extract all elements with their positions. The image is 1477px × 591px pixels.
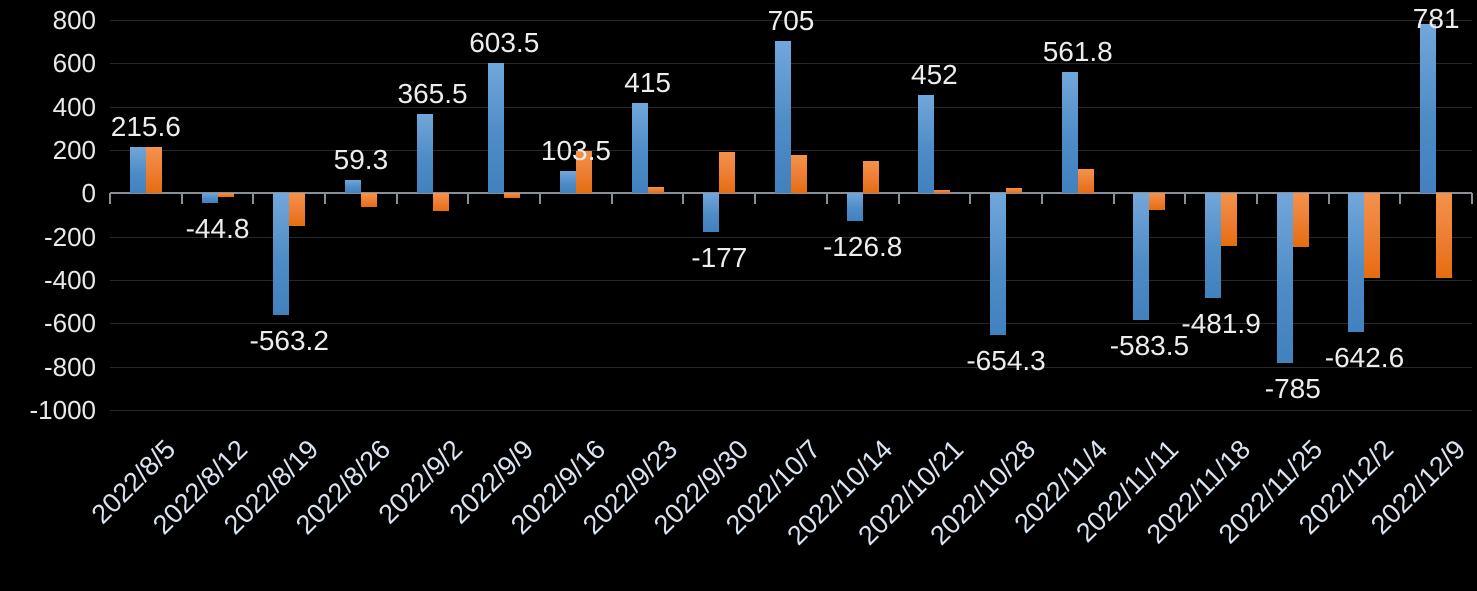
blue-bar — [631, 103, 648, 194]
data-label: 781 — [1412, 3, 1460, 34]
y-axis-tick-label: 600 — [52, 48, 96, 79]
x-axis-tick — [1040, 193, 1043, 205]
orange-bar — [1077, 169, 1094, 194]
gridline — [110, 20, 1472, 22]
x-axis-tick — [395, 193, 398, 205]
orange-bar — [862, 160, 879, 194]
blue-bar — [1276, 193, 1293, 364]
blue-bar — [344, 180, 361, 194]
x-axis-tick — [1399, 193, 1402, 205]
orange-bar — [719, 152, 736, 194]
data-label: -654.3 — [966, 344, 1046, 376]
orange-bar — [575, 151, 592, 194]
y-axis-tick-label: 0 — [81, 178, 96, 209]
x-axis-tick — [1184, 193, 1187, 205]
orange-bar — [1436, 193, 1453, 278]
data-label: 365.5 — [397, 78, 468, 110]
blue-bar — [129, 146, 146, 194]
x-axis-tick — [969, 193, 972, 205]
data-label: -642.6 — [1324, 342, 1405, 374]
zero-axis-line — [110, 192, 1472, 195]
orange-bar — [432, 193, 449, 211]
blue-bar — [1061, 71, 1078, 194]
orange-bar — [647, 186, 664, 194]
orange-bar — [1006, 187, 1023, 194]
x-axis-tick — [682, 193, 685, 205]
orange-bar — [1364, 193, 1381, 278]
blue-bar — [918, 95, 935, 194]
y-axis-tick-label: -400 — [43, 264, 96, 295]
data-label: 603.5 — [469, 26, 540, 58]
data-label: 452 — [911, 59, 958, 91]
x-axis-tick — [1255, 193, 1258, 205]
blue-bar — [1348, 193, 1365, 333]
gridline — [110, 409, 1472, 411]
blue-bar — [703, 193, 720, 232]
x-axis-tick — [252, 193, 255, 205]
y-axis-tick-label: 400 — [52, 91, 96, 122]
gridline — [110, 149, 1472, 151]
blue-bar — [201, 193, 218, 203]
data-label: 415 — [624, 67, 671, 99]
x-axis-tick — [539, 193, 542, 205]
blue-bar — [775, 40, 791, 194]
data-label: -563.2 — [249, 325, 329, 357]
y-axis-tick-label: 200 — [52, 134, 96, 165]
data-label: -785 — [1264, 373, 1321, 405]
y-axis-tick-label: -200 — [43, 221, 96, 252]
data-label: -583.5 — [1109, 329, 1190, 361]
y-axis-tick-label: -800 — [43, 351, 96, 382]
gridline — [110, 323, 1472, 325]
x-axis-tick — [1112, 193, 1115, 205]
data-label: -126.8 — [822, 230, 903, 262]
data-label: -481.9 — [1181, 307, 1261, 339]
orange-bar — [145, 146, 162, 194]
blue-bar — [273, 193, 290, 316]
orange-bar — [504, 193, 521, 198]
gridline — [110, 236, 1472, 238]
orange-bar — [934, 190, 951, 194]
orange-bar — [791, 155, 807, 194]
gridline — [110, 63, 1472, 65]
orange-bar — [289, 193, 306, 226]
data-label: -177 — [691, 241, 748, 273]
blue-bar — [990, 193, 1007, 335]
data-label: -44.8 — [185, 213, 250, 244]
data-label: 561.8 — [1042, 35, 1113, 67]
x-axis-tick — [180, 193, 183, 205]
orange-bar — [1221, 193, 1238, 247]
y-axis-tick-label: -1000 — [29, 394, 97, 425]
data-label: 59.3 — [333, 144, 389, 176]
x-axis-tick — [467, 193, 470, 205]
y-axis-tick-label: -600 — [43, 308, 96, 339]
y-axis-tick-label: 800 — [52, 5, 96, 36]
orange-bar — [360, 193, 377, 208]
data-label: 103.5 — [540, 134, 611, 166]
orange-bar — [1292, 193, 1309, 248]
blue-bar — [846, 193, 863, 221]
x-axis-tick — [109, 193, 111, 205]
x-axis-tick — [754, 193, 757, 205]
blue-bar — [488, 62, 505, 194]
x-axis-tick — [610, 193, 613, 205]
blue-bar — [559, 170, 576, 194]
blue-bar — [1205, 193, 1222, 298]
x-axis-tick — [897, 193, 900, 205]
x-axis-tick — [1327, 193, 1330, 205]
orange-bar — [217, 193, 234, 197]
x-axis-tick — [324, 193, 327, 205]
gridline — [110, 366, 1472, 368]
x-axis-tick — [825, 193, 828, 205]
blue-bar — [1420, 24, 1437, 194]
blue-bar — [1133, 193, 1150, 320]
gridline — [110, 106, 1472, 108]
orange-bar — [1149, 193, 1166, 210]
data-label: 215.6 — [110, 110, 181, 142]
blue-bar — [416, 114, 433, 194]
x-axis-tick — [1471, 193, 1473, 205]
data-label: 705 — [767, 4, 815, 36]
gridline — [110, 279, 1472, 281]
